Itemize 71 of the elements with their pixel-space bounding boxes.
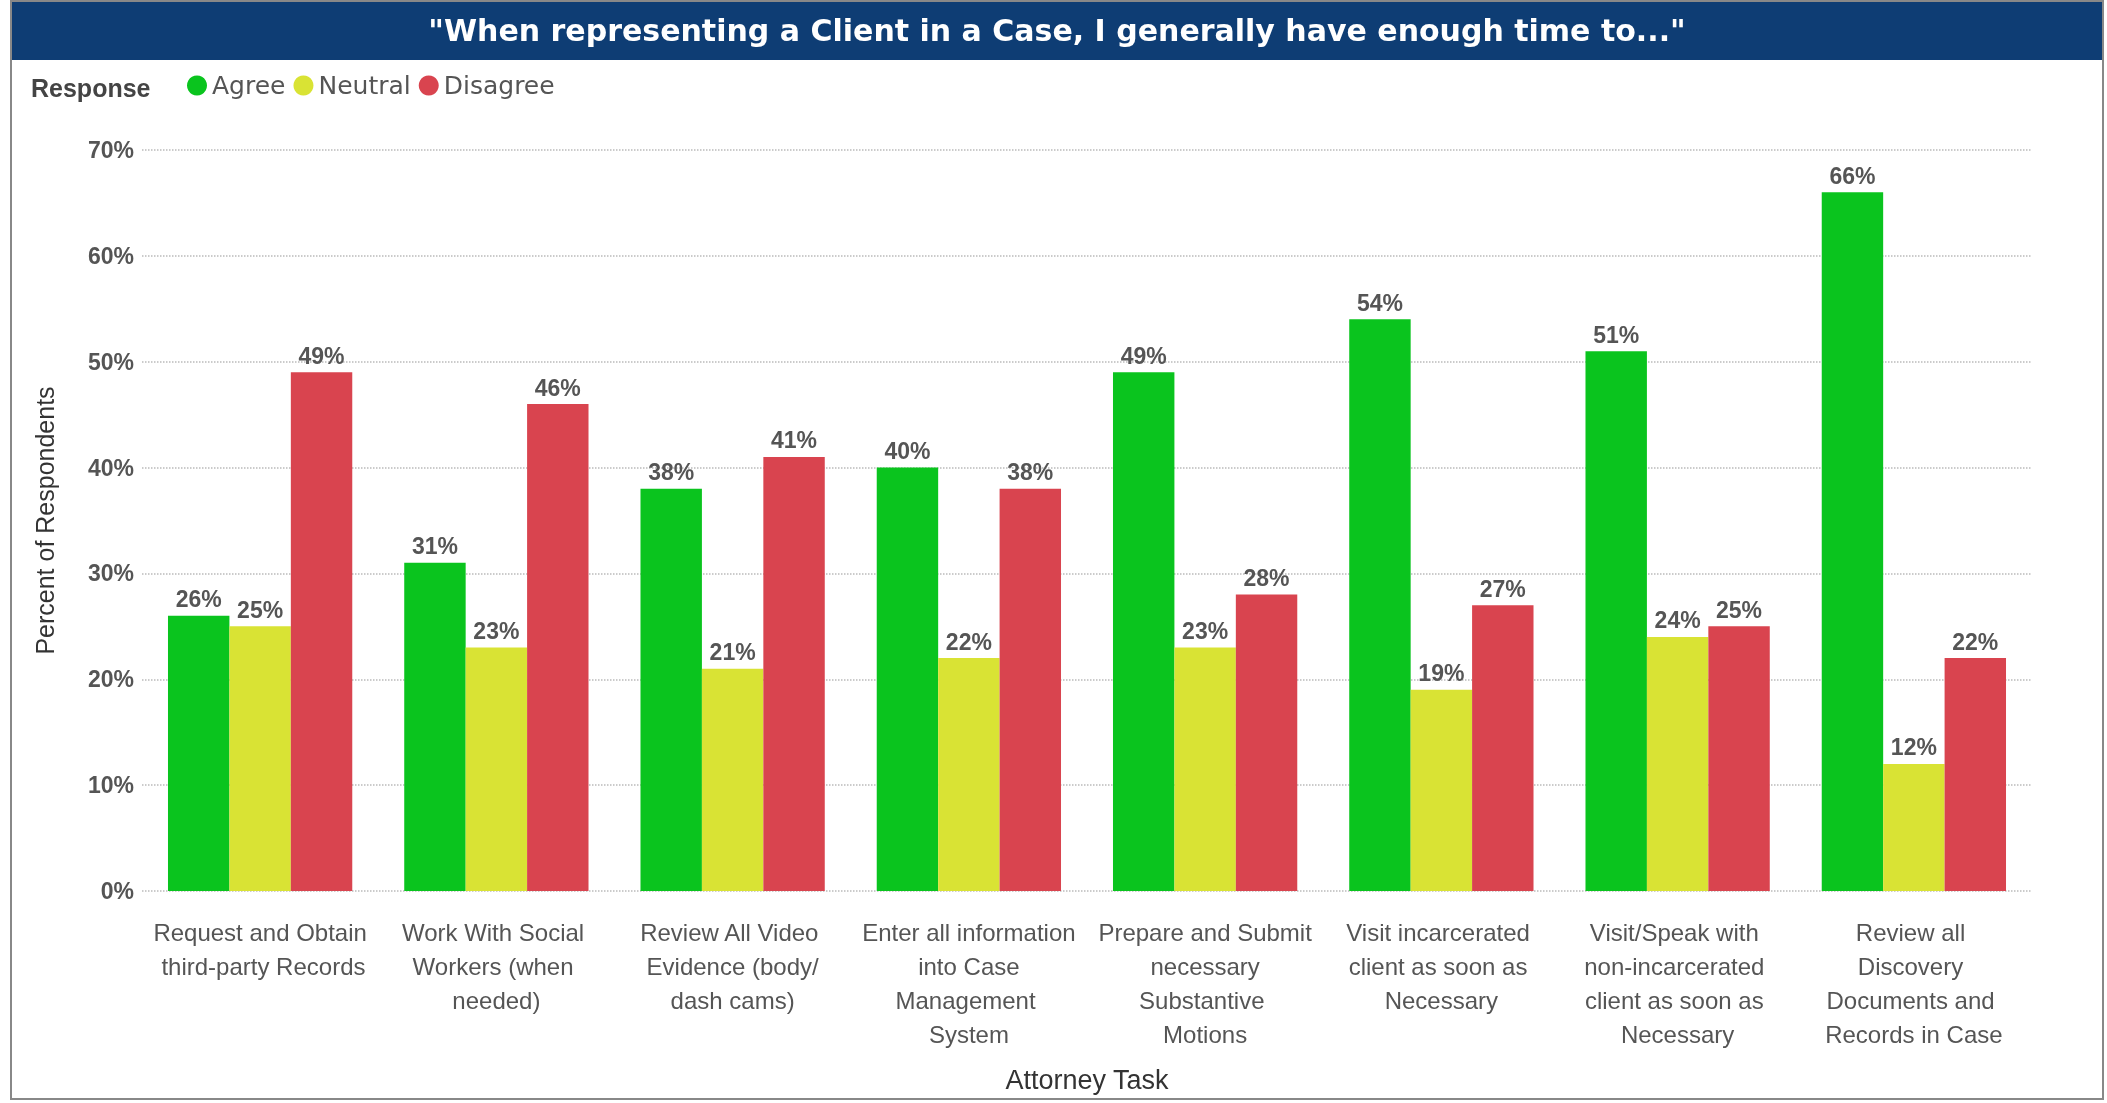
data-label: 46% bbox=[534, 374, 581, 401]
x-tick-label: Prepare and Submit necessary Substantive Motions bbox=[1098, 918, 1313, 1048]
data-label: 49% bbox=[298, 342, 345, 369]
data-label: 31% bbox=[411, 533, 458, 560]
bar bbox=[1944, 658, 2007, 891]
x-tick-label: Review all Discovery Documents and Records in Case bbox=[1825, 918, 2003, 1048]
data-label: 23% bbox=[1182, 618, 1229, 645]
bar bbox=[167, 615, 230, 891]
data-label: 21% bbox=[709, 639, 756, 666]
data-label: 66% bbox=[1829, 162, 1876, 189]
legend-label: Disagree bbox=[443, 71, 555, 100]
bar bbox=[640, 488, 702, 891]
bar bbox=[999, 488, 1062, 891]
bar bbox=[1821, 192, 1884, 891]
data-label: 51% bbox=[1593, 321, 1640, 348]
x-tick-label: Visit/Speak with non-incarcerated client as soon as Necessary bbox=[1584, 918, 1772, 1048]
legend-label: Agree bbox=[212, 71, 286, 100]
data-label: 54% bbox=[1356, 289, 1403, 316]
bar bbox=[763, 456, 825, 891]
y-tick-label: 20% bbox=[87, 666, 134, 693]
data-label: 49% bbox=[1120, 342, 1167, 369]
data-label: 12% bbox=[1890, 734, 1937, 761]
bar bbox=[938, 658, 1000, 891]
x-tick-label: Visit incarcerated client as soon as Necessary bbox=[1346, 918, 1537, 1014]
y-tick-label: 0% bbox=[100, 878, 134, 904]
x-tick-label: Enter all information into Case Management System bbox=[862, 918, 1076, 1048]
x-axis-title: Attorney Task bbox=[1005, 1064, 1170, 1095]
chart-title: "When representing a Client in a Case, I generally have enough time to..." bbox=[12, 2, 2102, 60]
y-tick-label: 30% bbox=[87, 560, 134, 587]
legend-title: Response bbox=[31, 73, 151, 102]
data-label: 22% bbox=[945, 628, 992, 655]
data-label: 22% bbox=[1952, 628, 1999, 655]
data-label: 38% bbox=[1007, 459, 1054, 486]
data-label: 26% bbox=[175, 586, 222, 613]
y-tick-label: 60% bbox=[87, 242, 134, 269]
bar bbox=[465, 647, 528, 891]
bar bbox=[1235, 594, 1298, 891]
y-tick-label: 10% bbox=[87, 772, 134, 799]
bar bbox=[876, 467, 939, 891]
data-label: 23% bbox=[473, 618, 520, 645]
data-label: 24% bbox=[1654, 607, 1701, 634]
bar bbox=[701, 668, 764, 891]
bar bbox=[1585, 351, 1647, 891]
legend-label: Neutral bbox=[318, 71, 411, 100]
data-label: 40% bbox=[884, 438, 931, 465]
y-tick-label: 40% bbox=[87, 454, 134, 481]
bar bbox=[404, 562, 466, 891]
data-label: 19% bbox=[1418, 660, 1465, 687]
data-label: 27% bbox=[1479, 575, 1526, 602]
y-tick-label: 70% bbox=[87, 137, 134, 163]
data-label: 38% bbox=[648, 459, 695, 486]
data-label: 41% bbox=[771, 427, 818, 454]
bar bbox=[290, 372, 353, 891]
bar bbox=[527, 404, 589, 891]
data-label: 28% bbox=[1243, 565, 1290, 592]
y-tick-label: 50% bbox=[87, 348, 134, 375]
x-tick-label: Review All Video Evidence (body/dash cams) bbox=[640, 918, 826, 1014]
x-tick-label: Work With Social Workers (when needed) bbox=[401, 918, 591, 1014]
y-axis-title: Percent of Respondents bbox=[30, 386, 59, 655]
bar bbox=[1112, 372, 1175, 891]
bar bbox=[1410, 689, 1473, 891]
bar bbox=[1174, 647, 1236, 891]
x-tick-label: Request and Obtain third-party Records bbox=[153, 918, 367, 980]
data-label: 25% bbox=[237, 596, 284, 623]
bar bbox=[1472, 605, 1534, 891]
bar bbox=[1646, 636, 1709, 891]
bar bbox=[229, 626, 291, 891]
bar bbox=[1349, 319, 1411, 891]
bar bbox=[1708, 626, 1770, 891]
data-label: 25% bbox=[1716, 596, 1763, 623]
bar bbox=[1883, 763, 1945, 891]
